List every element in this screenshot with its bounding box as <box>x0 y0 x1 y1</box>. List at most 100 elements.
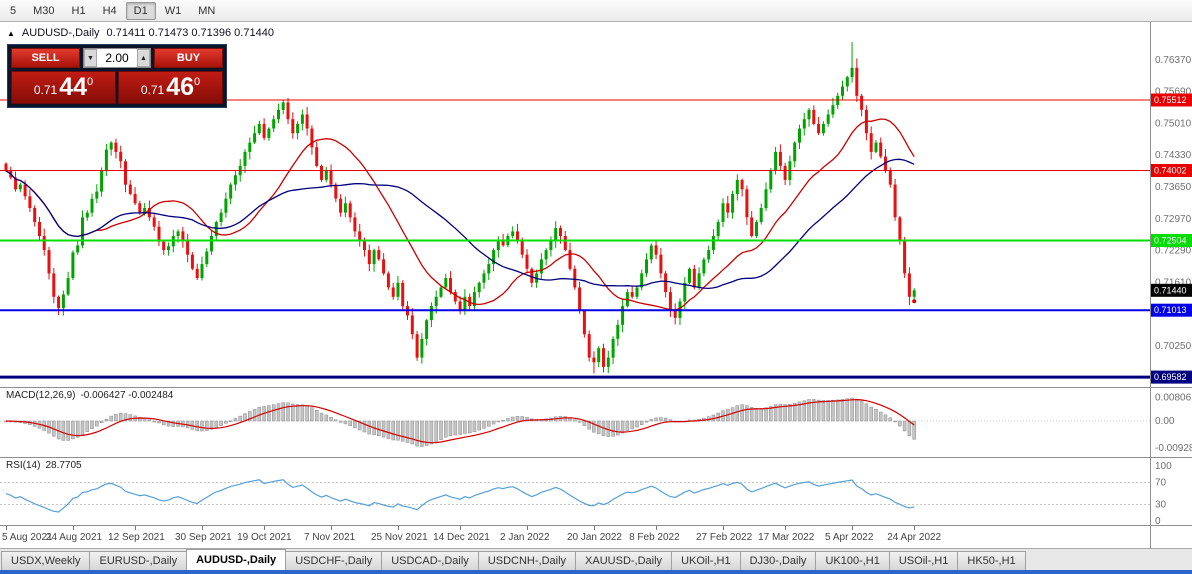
svg-text:0: 0 <box>1155 516 1161 526</box>
date-label: 24 Aug 2021 <box>45 532 103 543</box>
sell-price-prefix: 0.71 <box>33 83 58 97</box>
date-tick <box>264 526 266 530</box>
window-bottom-strip <box>0 570 1192 574</box>
date-tick <box>723 526 724 530</box>
svg-text:0.69582: 0.69582 <box>1154 372 1187 382</box>
chart-symbol-title: AUDUSD-,Daily <box>21 27 100 39</box>
rsi-canvas[interactable]: 100 70 30 0 <box>0 458 1192 526</box>
svg-text:0.70250: 0.70250 <box>1155 341 1192 352</box>
date-tick <box>656 526 658 530</box>
chart-tab-usdcnh-daily[interactable]: USDCNH-,Daily <box>477 551 577 570</box>
volume-stepper[interactable]: ▼ 2.00 ▲ <box>83 48 151 68</box>
chart-tab-audusd-daily[interactable]: AUDUSD-,Daily <box>186 549 287 570</box>
macd-indicator-panel[interactable]: 0.008061 0.00 -0.00928 MACD(12,26,9)-0.006… <box>0 387 1192 458</box>
volume-increase-icon[interactable]: ▲ <box>137 49 150 67</box>
timeframe-button-h1[interactable]: H1 <box>71 4 86 17</box>
svg-text:0.008061: 0.008061 <box>1155 393 1192 404</box>
date-label: 12 Sep 2021 <box>108 532 165 543</box>
svg-text:0.74330: 0.74330 <box>1155 150 1192 161</box>
timeframe-button-mn[interactable]: MN <box>198 4 216 17</box>
buy-price-point: 0 <box>194 76 201 88</box>
date-label: 7 Nov 2021 <box>304 532 356 543</box>
svg-text:0.76370: 0.76370 <box>1155 55 1192 66</box>
svg-text:0.71013: 0.71013 <box>1154 305 1187 315</box>
sell-button[interactable]: SELL <box>11 48 80 68</box>
date-tick <box>914 526 916 530</box>
svg-text:30: 30 <box>1155 500 1167 511</box>
date-label: 8 Feb 2022 <box>629 532 680 543</box>
volume-decrease-icon[interactable]: ▼ <box>84 49 97 67</box>
date-label: 20 Jan 2022 <box>566 532 622 543</box>
axis-separator <box>1150 526 1151 549</box>
date-label: 30 Sep 2021 <box>174 532 232 543</box>
volume-value[interactable]: 2.00 <box>105 51 129 65</box>
date-label: 25 Nov 2021 <box>370 532 428 543</box>
chart-tab-usdcad-daily[interactable]: USDCAD-,Daily <box>381 551 479 570</box>
chart-tab-ukoil-h1[interactable]: UKOil-,H1 <box>671 551 741 570</box>
rsi-indicator-panel[interactable]: 100 70 30 0 RSI(14) 28.7705 <box>0 457 1192 526</box>
timeframe-toolbar: 5 M30 H1 H4 D1 W1 MN <box>0 0 1192 22</box>
buy-button[interactable]: BUY <box>154 48 223 68</box>
timeframe-button-d1[interactable]: D1 <box>125 1 156 20</box>
macd-canvas[interactable]: 0.008061 0.00 -0.00928 <box>0 388 1192 458</box>
macd-label: MACD(12,26,9) -0.006427 -0.002484 <box>6 390 174 401</box>
timeframe-button-m30[interactable]: M30 <box>33 4 55 17</box>
svg-text:100: 100 <box>1155 461 1172 472</box>
date-tick <box>397 526 399 530</box>
chart-tab-hk50-h1[interactable]: HK50-,H1 <box>957 551 1026 570</box>
one-click-trade-panel: SELL ▼ 2.00 ▲ BUY 0.71 44 0 0.71 46 0 <box>7 44 227 108</box>
sell-price-point: 0 <box>87 76 94 88</box>
date-label: 2 Jan 2022 <box>500 532 550 543</box>
date-label: 24 Apr 2022 <box>887 532 942 543</box>
svg-text:0.71440: 0.71440 <box>1154 285 1187 295</box>
main-chart-canvas[interactable]: 0.76370 0.75690 0.75010 0.74330 0.73650 0.729… <box>0 22 1192 387</box>
buy-price-display[interactable]: 0.71 46 0 <box>118 71 223 104</box>
date-tick <box>785 526 787 530</box>
chart-tab-eurusd-daily[interactable]: EURUSD-,Daily <box>89 551 188 570</box>
date-label: 5 Apr 2022 <box>825 532 874 543</box>
svg-text:0.73650: 0.73650 <box>1155 182 1192 193</box>
date-tick <box>852 526 854 530</box>
buy-price-prefix: 0.71 <box>140 83 165 97</box>
timeframe-button-w1[interactable]: W1 <box>164 4 182 17</box>
date-tick <box>135 526 137 530</box>
svg-text:0.72504: 0.72504 <box>1154 236 1187 246</box>
date-label: 14 Dec 2021 <box>433 532 490 543</box>
svg-text:0.75010: 0.75010 <box>1155 118 1192 129</box>
timeframe-button-5[interactable]: 5 <box>10 4 17 17</box>
buy-price-pips: 46 <box>166 73 195 101</box>
sell-price-pips: 44 <box>59 73 88 101</box>
date-tick <box>201 526 203 530</box>
rsi-label: RSI(14) 28.7705 <box>6 460 82 471</box>
svg-text:0.75690: 0.75690 <box>1155 87 1192 98</box>
sell-price-display[interactable]: 0.71 44 0 <box>11 71 116 104</box>
chart-tab-xauusd-daily[interactable]: XAUUSD-,Daily <box>575 551 673 570</box>
trade-panel-collapse-icon[interactable]: ▲ <box>7 28 15 38</box>
date-label: 27 Feb 2022 <box>696 532 753 543</box>
svg-text:-0.00928: -0.00928 <box>1155 443 1192 454</box>
date-axis[interactable]: 5 Aug 2021 24 Aug 2021 12 Sep 2021 30 Sep 2… <box>0 525 1192 549</box>
chart-tab-uk100-h1[interactable]: UK100-,H1 <box>815 551 890 570</box>
chart-ohlc-readout: 0.71411 0.71473 0.71396 0.71440 <box>106 27 274 39</box>
svg-text:70: 70 <box>1155 478 1167 489</box>
chart-tab-usoil-h1[interactable]: USOil-,H1 <box>888 551 959 570</box>
svg-text:0.72290: 0.72290 <box>1155 246 1192 257</box>
chart-tab-bar: USDX,Weekly EURUSD-,Daily AUDUSD-,Daily USD… <box>0 548 1192 570</box>
date-tick <box>331 526 333 530</box>
chart-tab-usdx-weekly[interactable]: USDX,Weekly <box>1 551 91 570</box>
svg-text:0.74002: 0.74002 <box>1154 166 1187 176</box>
svg-text:0.75512: 0.75512 <box>1154 95 1187 105</box>
date-label: 19 Oct 2021 <box>237 532 292 543</box>
chart-tab-usdchf-daily[interactable]: USDCHF-,Daily <box>285 551 383 570</box>
price-chart-panel[interactable]: 0.76370 0.75690 0.75010 0.74330 0.73650 0.729… <box>0 22 1192 387</box>
timeframe-button-h4[interactable]: H4 <box>102 4 117 17</box>
svg-text:0.72970: 0.72970 <box>1155 214 1192 225</box>
date-tick <box>72 526 74 530</box>
date-label: 5 Aug 2021 <box>2 532 53 543</box>
date-tick <box>527 526 529 530</box>
svg-text:0.71610: 0.71610 <box>1155 277 1192 288</box>
chart-tab-dj30-daily[interactable]: DJ30-,Daily <box>739 551 817 570</box>
chart-header: ▲ AUDUSD-,Daily 0.71411 0.71473 0.71396 … <box>7 27 274 39</box>
date-tick <box>593 526 595 530</box>
